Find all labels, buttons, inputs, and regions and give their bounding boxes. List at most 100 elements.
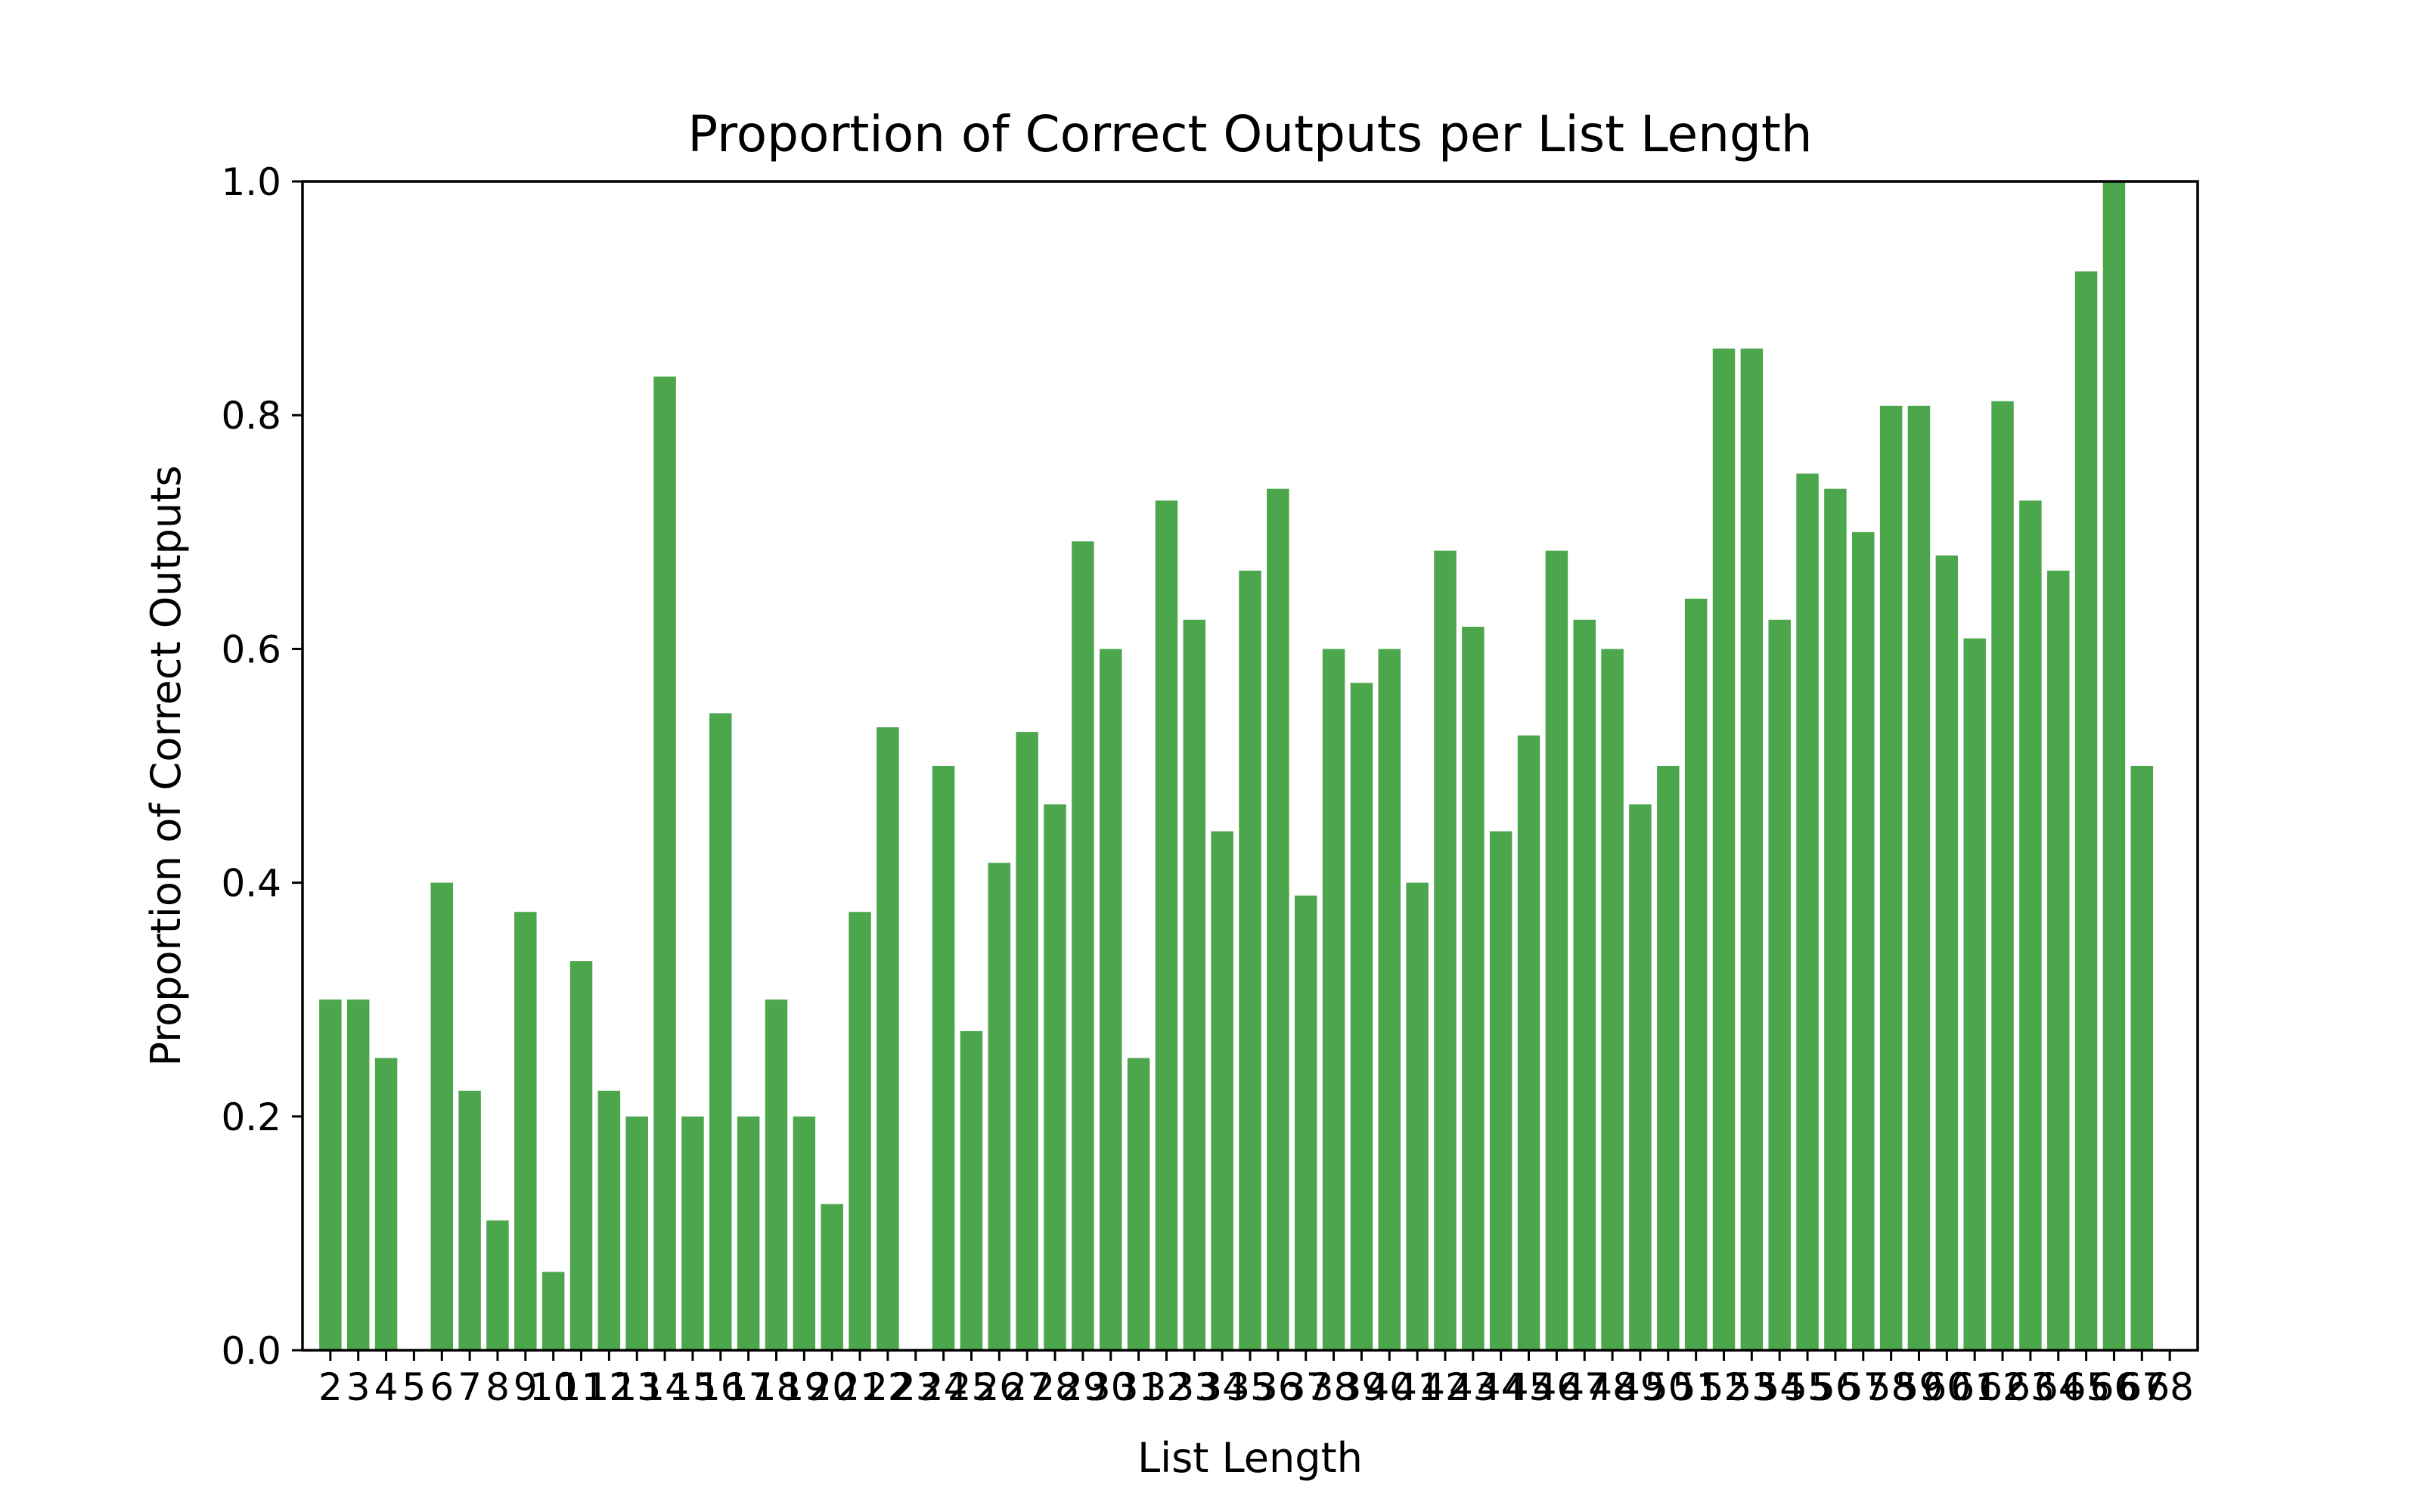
bar-3 (346, 999, 370, 1350)
bar-63 (2019, 500, 2042, 1350)
bar-39 (1350, 683, 1373, 1350)
x-tick-label-31: 31 (1115, 1365, 1163, 1409)
x-tick-label-19: 19 (780, 1365, 829, 1409)
x-tick-label-8: 8 (486, 1365, 510, 1409)
x-ticks-group: 2 3 4 5 6 7 8 910111213141516171819202122232425… (318, 1350, 2194, 1409)
bar-58 (1879, 405, 1903, 1350)
bar-27 (1016, 732, 1038, 1350)
x-tick-label-25: 25 (948, 1365, 996, 1409)
x-tick-label-9: 9 (513, 1365, 538, 1409)
bar-59 (1907, 405, 1931, 1350)
bar-34 (1211, 831, 1233, 1350)
bar-33 (1183, 619, 1206, 1350)
bar-8 (486, 1220, 509, 1350)
bar-50 (1657, 766, 1680, 1350)
x-tick-label-14: 14 (641, 1365, 689, 1409)
x-tick-label-46: 46 (1533, 1365, 1581, 1409)
x-tick-label-36: 36 (1254, 1365, 1302, 1409)
y-tick-label-0.0: 0.0 (221, 1329, 281, 1373)
x-tick-label-5: 5 (402, 1365, 427, 1409)
bar-36 (1267, 488, 1289, 1350)
y-axis-label: Proportion of Correct Outputs (142, 466, 190, 1067)
x-axis-label: List Length (1137, 1434, 1363, 1482)
x-tick-label-34: 34 (1198, 1365, 1246, 1409)
x-tick-label-38: 38 (1310, 1365, 1358, 1409)
bar-26 (988, 863, 1011, 1350)
x-tick-label-67: 67 (2118, 1365, 2166, 1409)
bar-44 (1489, 831, 1512, 1350)
x-tick-label-6: 6 (430, 1365, 454, 1409)
bar-30 (1099, 649, 1122, 1350)
bar-55 (1796, 473, 1819, 1350)
bar-16 (709, 713, 732, 1350)
x-tick-label-15: 15 (669, 1365, 717, 1409)
y-tick-label-0.4: 0.4 (221, 862, 281, 906)
bar-52 (1712, 349, 1736, 1350)
x-tick-label-37: 37 (1282, 1365, 1330, 1409)
bar-54 (1768, 619, 1791, 1350)
bar-32 (1155, 500, 1178, 1350)
y-tick-label-0.6: 0.6 (221, 627, 281, 671)
bar-25 (960, 1030, 983, 1350)
bar-40 (1378, 649, 1401, 1350)
x-tick-label-30: 30 (1087, 1365, 1135, 1409)
x-tick-label-60: 60 (1923, 1365, 1972, 1409)
x-tick-label-35: 35 (1226, 1365, 1274, 1409)
bar-21 (849, 912, 871, 1350)
bar-18 (765, 999, 788, 1350)
x-tick-label-33: 33 (1170, 1365, 1218, 1409)
x-tick-label-26: 26 (976, 1365, 1024, 1409)
bar-64 (2046, 570, 2070, 1350)
x-tick-label-50: 50 (1644, 1365, 1692, 1409)
x-tick-label-66: 66 (2090, 1365, 2139, 1409)
x-tick-label-20: 20 (808, 1365, 856, 1409)
x-tick-label-43: 43 (1449, 1365, 1497, 1409)
x-tick-label-4: 4 (374, 1365, 399, 1409)
x-tick-label-62: 62 (1978, 1365, 2027, 1409)
x-tick-label-51: 51 (1672, 1365, 1720, 1409)
x-tick-label-40: 40 (1365, 1365, 1413, 1409)
x-tick-label-64: 64 (2034, 1365, 2083, 1409)
x-tick-label-61: 61 (1950, 1365, 1999, 1409)
bar-6 (430, 882, 454, 1350)
bar-14 (653, 376, 676, 1350)
x-tick-label-28: 28 (1031, 1365, 1079, 1409)
bar-49 (1629, 804, 1652, 1350)
x-tick-label-16: 16 (697, 1365, 745, 1409)
bar-48 (1601, 649, 1624, 1350)
x-tick-label-27: 27 (1003, 1365, 1051, 1409)
x-tick-label-18: 18 (752, 1365, 801, 1409)
x-tick-label-48: 48 (1588, 1365, 1637, 1409)
bar-62 (1991, 401, 2014, 1351)
bar-22 (876, 727, 899, 1350)
x-tick-label-21: 21 (836, 1365, 884, 1409)
y-tick-label-1.0: 1.0 (221, 160, 281, 204)
bar-47 (1573, 619, 1596, 1350)
x-tick-label-42: 42 (1421, 1365, 1469, 1409)
x-tick-label-22: 22 (864, 1365, 912, 1409)
bar-11 (569, 961, 593, 1350)
bar-15 (681, 1116, 704, 1350)
bar-45 (1517, 735, 1540, 1350)
y-ticks-group: 0.0 0.2 0.4 0.6 0.8 1.0 (221, 160, 302, 1373)
bar-67 (2130, 766, 2154, 1350)
x-tick-label-29: 29 (1059, 1365, 1107, 1409)
x-tick-label-12: 12 (585, 1365, 634, 1409)
x-tick-label-44: 44 (1477, 1365, 1525, 1409)
bar-10 (541, 1272, 565, 1350)
bar-38 (1322, 649, 1345, 1350)
x-tick-label-39: 39 (1338, 1365, 1386, 1409)
x-tick-label-10: 10 (529, 1365, 578, 1409)
bar-20 (821, 1204, 843, 1350)
bar-35 (1239, 570, 1261, 1350)
x-tick-label-55: 55 (1783, 1365, 1832, 1409)
x-tick-label-56: 56 (1811, 1365, 1860, 1409)
x-tick-label-54: 54 (1755, 1365, 1804, 1409)
bar-29 (1072, 541, 1094, 1351)
x-tick-label-7: 7 (458, 1365, 482, 1409)
x-tick-label-58: 58 (1867, 1365, 1916, 1409)
bar-65 (2074, 271, 2098, 1350)
plot-frame (301, 180, 2199, 1352)
